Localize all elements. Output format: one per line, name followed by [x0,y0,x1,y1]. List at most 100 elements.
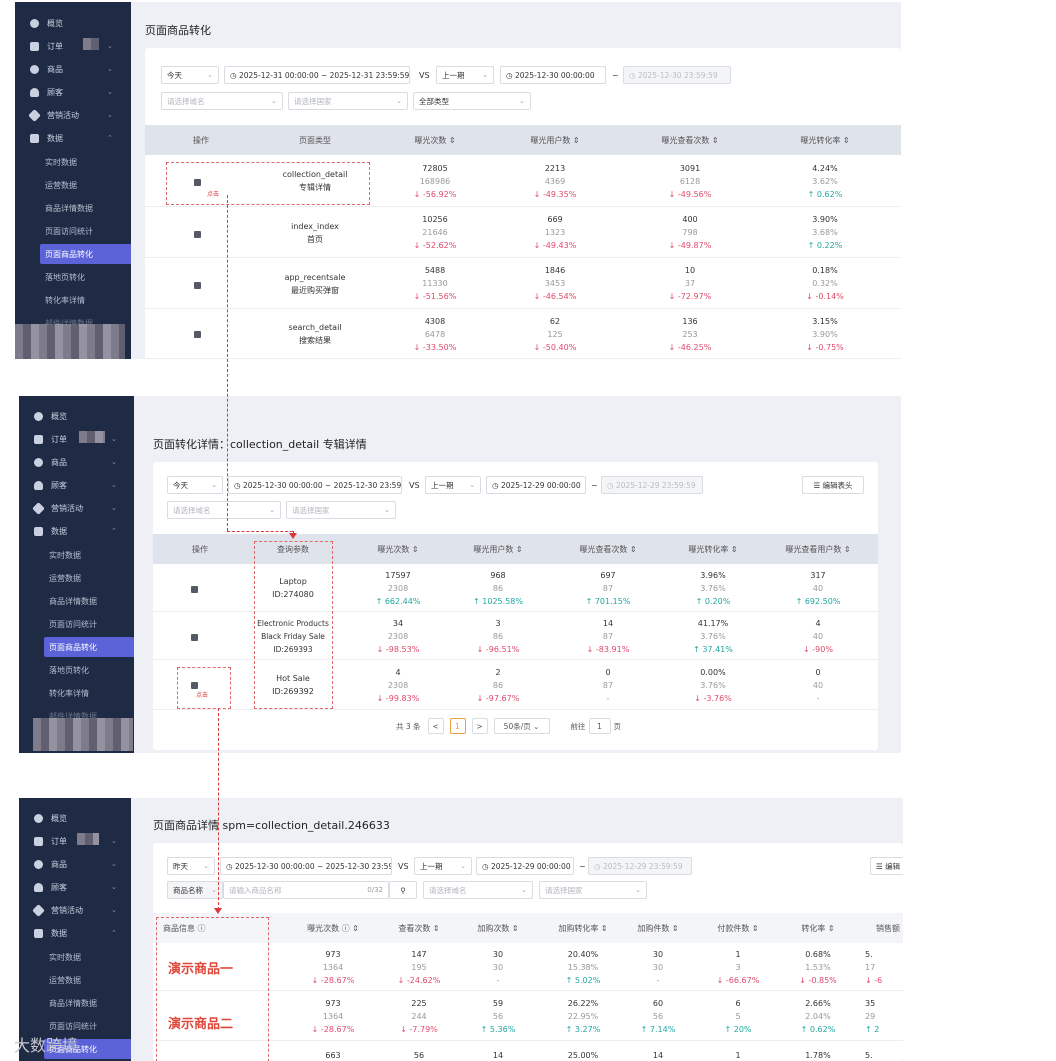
sidebar-item-marketing[interactable]: 营销活动 ⌄ [15,105,113,125]
search-field-select[interactable]: 商品名称 ⌄ [167,881,223,899]
sidebar-sub-page-product-conversion[interactable]: 页面商品转化 [40,244,136,264]
col-header-exposure-users[interactable]: 曝光用户数 ⇕ [530,135,580,145]
date-range-picker[interactable]: ◷ 2025-12-30 00:00:00 ~ 2025-12-30 23:59… [228,476,402,494]
date-range-picker[interactable]: ◷ 2025-12-30 00:00:00 ~ 2025-12-30 23:59… [220,857,392,875]
prev-page-button[interactable]: < [427,718,444,734]
sidebar-sub-operations[interactable]: 运营数据 [49,573,81,583]
sidebar-sub-realtime[interactable]: 实时数据 [49,952,81,962]
search-button[interactable]: ⚲ [389,881,417,899]
compare-start-picker[interactable]: ◷ 2025-12-29 00:00:00 [476,857,574,875]
sidebar-item-marketing[interactable]: 营销活动 ⌄ [19,498,117,518]
query-line: ID:269392 [272,687,314,696]
previous-value: 3.90% [812,329,838,339]
col-header-exposures[interactable]: 曝光次数 ⓘ ⇕ [307,923,359,933]
col-header-cart-adds[interactable]: 加购次数 ⇕ [477,923,519,933]
goto-page-input[interactable]: 1 [588,718,611,734]
page-size-select[interactable]: 50条/页 ⌄ [493,718,550,734]
detail-icon[interactable] [191,634,198,641]
detail-icon[interactable] [194,282,201,289]
sidebar-sub-page-visits[interactable]: 页面访问统计 [49,619,97,629]
detail-icon[interactable] [191,586,198,593]
detail-icon[interactable] [191,682,198,689]
sidebar-sub-conversion-rate[interactable]: 转化率详情 [49,688,89,698]
sidebar-sub-realtime[interactable]: 实时数据 [45,157,77,167]
domain-select[interactable]: 请选择域名 ⌄ [423,881,533,899]
col-header-sales[interactable]: 销售额 [876,923,900,933]
sidebar-sub-email-detail[interactable]: 邮件详情数据 [45,318,93,328]
sidebar-sub-page-product-conversion[interactable]: 页面商品转化 [44,1039,140,1059]
country-select[interactable]: 请选择国家 ⌄ [286,501,396,519]
sidebar-sub-operations[interactable]: 运营数据 [49,975,81,985]
sidebar-item-orders[interactable]: 订单 ⌄ [15,36,113,56]
col-header-cart-items[interactable]: 加购件数 ⇕ [637,923,679,933]
period-select[interactable]: 今天 ⌄ [167,476,223,494]
sidebar-item-customers[interactable]: 顾客 ⌄ [15,82,113,102]
col-header-views[interactable]: 查看次数 ⇕ [398,923,440,933]
compare-start-picker[interactable]: ◷ 2025-12-29 00:00:00 [486,476,586,494]
sidebar-item-customers[interactable]: 顾客 ⌄ [19,475,117,495]
sidebar-sub-product-detail[interactable]: 商品详情数据 [45,203,93,213]
sidebar-sub-realtime[interactable]: 实时数据 [49,550,81,560]
sidebar-item-products[interactable]: 商品 ⌄ [19,854,117,874]
next-page-button[interactable]: > [471,718,488,734]
sidebar-item-orders[interactable]: 订单 ⌄ [19,429,117,449]
edit-header-button[interactable]: ☰ 编辑表头 [802,476,864,494]
col-header-exposures[interactable]: 曝光次数 ⇕ [414,135,456,145]
domain-select[interactable]: 请选择域名 ⌄ [167,501,281,519]
product-name[interactable]: 演示商品一 [168,962,234,977]
detail-icon[interactable] [194,179,201,186]
sidebar-item-data[interactable]: 数据 ⌃ [19,521,117,541]
sidebar-item-overview[interactable]: 概览 [19,406,67,426]
compare-select[interactable]: 上一期 ⌄ [414,857,472,875]
date-range-picker[interactable]: ◷ 2025-12-31 00:00:00 ~ 2025-12-31 23:59… [224,66,410,84]
sidebar-sub-landing-conversion[interactable]: 落地页转化 [49,665,89,675]
col-header-exposure-rate[interactable]: 曝光转化率 ⇕ [800,135,850,145]
type-select[interactable]: 全部类型 ⌄ [413,92,531,110]
compare-start-picker[interactable]: ◷ 2025-12-30 00:00:00 [500,66,606,84]
col-header-conversion-rate[interactable]: 转化率 ⇕ [801,923,835,933]
sidebar-item-marketing[interactable]: 营销活动 ⌄ [19,900,117,920]
sidebar-item-overview[interactable]: 概览 [15,13,63,33]
col-header-page-type[interactable]: 页面类型 [299,135,331,145]
detail-icon[interactable] [194,231,201,238]
sidebar-sub-email-detail[interactable]: 邮件详情数据 [49,711,97,721]
col-header-cart-rate[interactable]: 加购转化率 ⇕ [558,923,608,933]
sidebar-sub-page-visits[interactable]: 页面访问统计 [49,1021,97,1031]
col-header-exposure-users[interactable]: 曝光用户数 ⇕ [473,544,523,554]
exposures-cell: 973 1364 ↓ -28.67% [288,943,378,991]
sidebar-item-overview[interactable]: 概览 [19,808,67,828]
sidebar-sub-operations[interactable]: 运营数据 [45,180,77,190]
sidebar-sub-product-detail[interactable]: 商品详情数据 [49,596,97,606]
domain-select[interactable]: 请选择域名 ⌄ [161,92,283,110]
col-header-exposure-views[interactable]: 曝光查看次数 ⇕ [579,544,637,554]
sidebar-sub-conversion-rate[interactable]: 转化率详情 [45,295,85,305]
search-input[interactable]: 请输入商品名称 0/32 [223,881,389,899]
col-header-paid-items[interactable]: 付款件数 ⇕ [717,923,759,933]
product-name[interactable]: 演示商品二 [168,1017,234,1032]
country-select[interactable]: 请选择国家 ⌄ [539,881,647,899]
sidebar-item-data[interactable]: 数据 ⌃ [19,923,117,943]
page-number-button[interactable]: 1 [449,718,466,734]
sidebar-item-data[interactable]: 数据 ⌃ [15,128,113,148]
period-select[interactable]: 昨天 ⌄ [167,857,215,875]
sidebar-sub-product-detail[interactable]: 商品详情数据 [49,998,97,1008]
period-select[interactable]: 今天 ⌄ [161,66,219,84]
compare-select[interactable]: 上一期 ⌄ [436,66,494,84]
col-header-exposure-rate[interactable]: 曝光转化率 ⇕ [688,544,738,554]
col-header-exposures[interactable]: 曝光次数 ⇕ [377,544,419,554]
compare-select[interactable]: 上一期 ⌄ [425,476,481,494]
sidebar-item-customers[interactable]: 顾客 ⌄ [19,877,117,897]
sidebar-item-products[interactable]: 商品 ⌄ [19,452,117,472]
country-select[interactable]: 请选择国家 ⌄ [288,92,408,110]
char-count: 0/32 [367,886,383,894]
sidebar-item-orders[interactable]: 订单 ⌄ [19,831,117,851]
col-header-exposure-view-users[interactable]: 曝光查看用户数 ⇕ [785,544,851,554]
col-header-exposure-views[interactable]: 曝光查看次数 ⇕ [661,135,719,145]
detail-icon[interactable] [194,331,201,338]
sidebar-item-products[interactable]: 商品 ⌄ [15,59,113,79]
sidebar-sub-page-visits[interactable]: 页面访问统计 [45,226,93,236]
user-icon [34,882,43,892]
edit-header-button[interactable]: ☰ 编辑 [870,857,903,875]
sidebar-sub-landing-conversion[interactable]: 落地页转化 [45,272,85,282]
sidebar-sub-page-product-conversion[interactable]: 页面商品转化 [44,637,140,657]
